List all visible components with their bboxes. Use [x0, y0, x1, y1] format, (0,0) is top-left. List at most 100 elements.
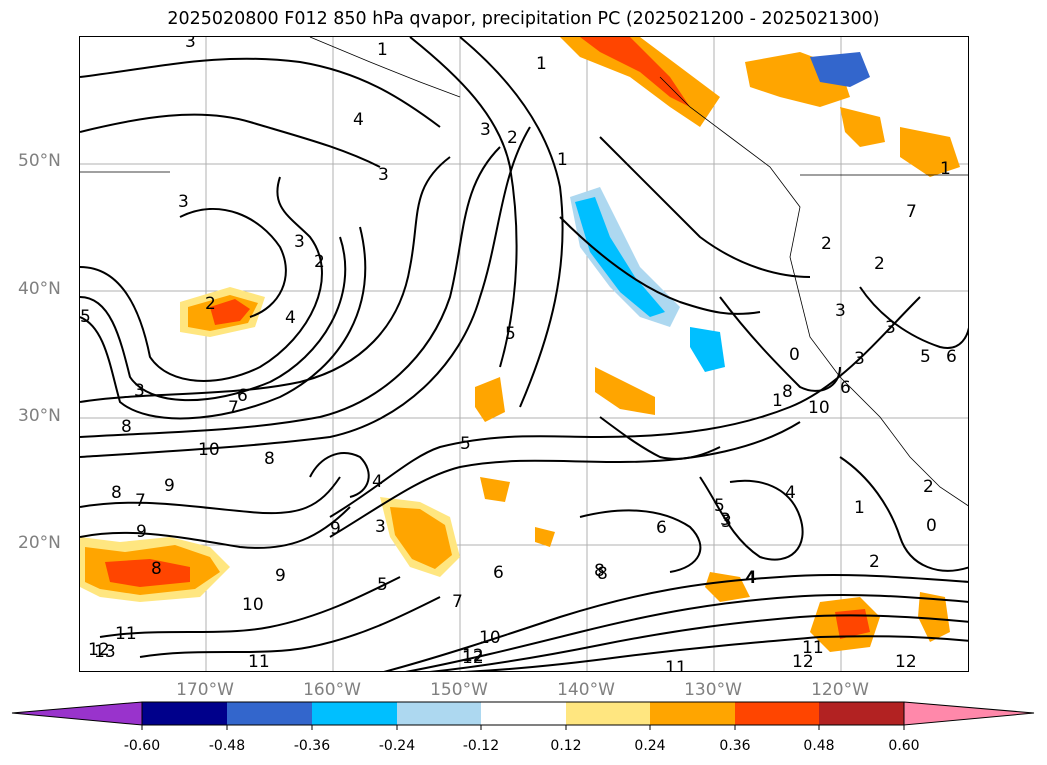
contour-labels: 3 1 1 4 3 2 3 1 3 3 2 2 4 5 5 6 7 8 3 8 … [80, 37, 957, 672]
contour-label: 7 [452, 592, 463, 612]
contour-label: 9 [275, 566, 286, 586]
contour-label: 1 [377, 40, 388, 60]
contour-label: 12 [462, 648, 484, 668]
colorbar-tick-label: -0.24 [378, 738, 416, 754]
contour-label: 3 [854, 349, 865, 369]
contour-label: 1 [854, 498, 865, 518]
contour-label: 9 [330, 519, 341, 539]
colorbar-ticks [141, 725, 905, 730]
contour-label: 0 [926, 516, 937, 536]
contour-label: 12 [88, 640, 110, 660]
contour-label: 7 [228, 398, 239, 418]
colorbar-tick-label: -0.12 [462, 738, 500, 754]
contour-label: 7 [135, 491, 146, 511]
lat-label-40n: 40°N [18, 279, 61, 299]
contour-label: 3 [378, 165, 389, 185]
contour-label: 11 [248, 652, 270, 672]
lon-label-170w: 170°W [176, 680, 234, 700]
contour-label: 4 [746, 568, 757, 588]
contour-label: 11 [802, 638, 824, 658]
contour-label: 8 [111, 483, 122, 503]
map-title: 2025020800 F012 850 hPa qvapor, precipit… [167, 9, 880, 29]
contour-label: 8 [597, 564, 608, 584]
contour-label: 2 [874, 254, 885, 274]
colorbar-bin [227, 702, 312, 725]
contour-label: 2 [205, 294, 216, 314]
contour-label: 8 [782, 382, 793, 402]
contour-label: 3 [375, 517, 386, 537]
contour-label: 3 [720, 510, 731, 530]
contour-label: 3 [134, 381, 145, 401]
contour-label: 1 [940, 159, 951, 179]
colorbar-bin [142, 702, 227, 725]
contour-label: 7 [906, 202, 917, 222]
lat-label-30n: 30°N [18, 406, 61, 426]
colorbar-bin [312, 702, 397, 725]
contour-label: 6 [840, 378, 851, 398]
contour-label: 4 [285, 308, 296, 328]
contour-label: 10 [808, 398, 830, 418]
contour-label: 4 [745, 568, 756, 588]
contour-label: 0 [789, 345, 800, 365]
contour-label: 5 [505, 324, 516, 344]
contour-label: 8 [151, 559, 162, 579]
contour-label: 5 [377, 575, 388, 595]
lon-label-130w: 130°W [684, 680, 742, 700]
colorbar-extend-high [903, 701, 1035, 726]
contour-label: 2 [923, 477, 934, 497]
contour-label: 4 [353, 110, 364, 130]
colorbar-tick-label: -0.60 [123, 738, 161, 754]
map-svg: 3 1 1 4 3 2 3 1 3 3 2 2 4 5 5 6 7 8 3 8 … [80, 37, 968, 672]
colorbar-tick-label: 0.60 [888, 738, 920, 754]
contour-label: 4 [372, 472, 383, 492]
contour-label: 10 [198, 440, 220, 460]
colorbar-bin [735, 702, 819, 725]
colorbar-tick-label: -0.48 [208, 738, 246, 754]
colorbar-bin [566, 702, 650, 725]
contour-label: 2 [507, 128, 518, 148]
contour-label: 5 [714, 496, 725, 516]
colorbar-bin [819, 702, 904, 725]
contour-label: 5 [920, 347, 931, 367]
colorbar-bin [397, 702, 481, 725]
contour-label: 11 [665, 658, 687, 672]
colorbar-extend-low [11, 701, 143, 726]
colorbar-bin [650, 702, 735, 725]
contour-label: 3 [835, 301, 846, 321]
contour-label: 13 [94, 642, 116, 662]
contour-label: 6 [493, 563, 504, 583]
contour-label: 12 [792, 652, 814, 672]
contour-label: 1 [536, 54, 547, 74]
lat-label-50n: 50°N [18, 151, 61, 171]
coastlines [80, 37, 968, 507]
map-panel: 3 1 1 4 3 2 3 1 3 3 2 2 4 5 5 6 7 8 3 8 … [79, 36, 969, 672]
precip-shading [80, 37, 960, 652]
contour-label: 5 [460, 434, 471, 454]
contour-label: 8 [594, 561, 605, 581]
contour-label: 4 [785, 483, 796, 503]
colorbar-bin [481, 702, 566, 725]
colorbar-tick-label: 0.48 [803, 738, 835, 754]
qvapor-contours [80, 37, 968, 671]
contour-label: 1 [557, 150, 568, 170]
colorbar [11, 701, 1035, 730]
contour-label: 8 [264, 449, 275, 469]
contour-label: 6 [946, 347, 957, 367]
contour-label: 3 [885, 318, 896, 338]
colorbar-tick-label: -0.36 [293, 738, 331, 754]
contour-label: 5 [80, 307, 91, 327]
contour-label: 3 [480, 120, 491, 140]
contour-label: 6 [237, 386, 248, 406]
contour-label: 11 [115, 624, 137, 644]
lon-label-160w: 160°W [303, 680, 361, 700]
colorbar-tick-label: 0.12 [550, 738, 582, 754]
colorbar-tick-label: 0.36 [719, 738, 751, 754]
contour-label: 12 [462, 646, 484, 666]
contour-label: 12 [895, 652, 917, 672]
contour-label: 10 [242, 595, 264, 615]
contour-label: 2 [314, 252, 325, 272]
contour-label: 6 [656, 518, 667, 538]
lon-label-150w: 150°W [430, 680, 488, 700]
contour-label: 8 [121, 417, 132, 437]
lon-label-140w: 140°W [557, 680, 615, 700]
